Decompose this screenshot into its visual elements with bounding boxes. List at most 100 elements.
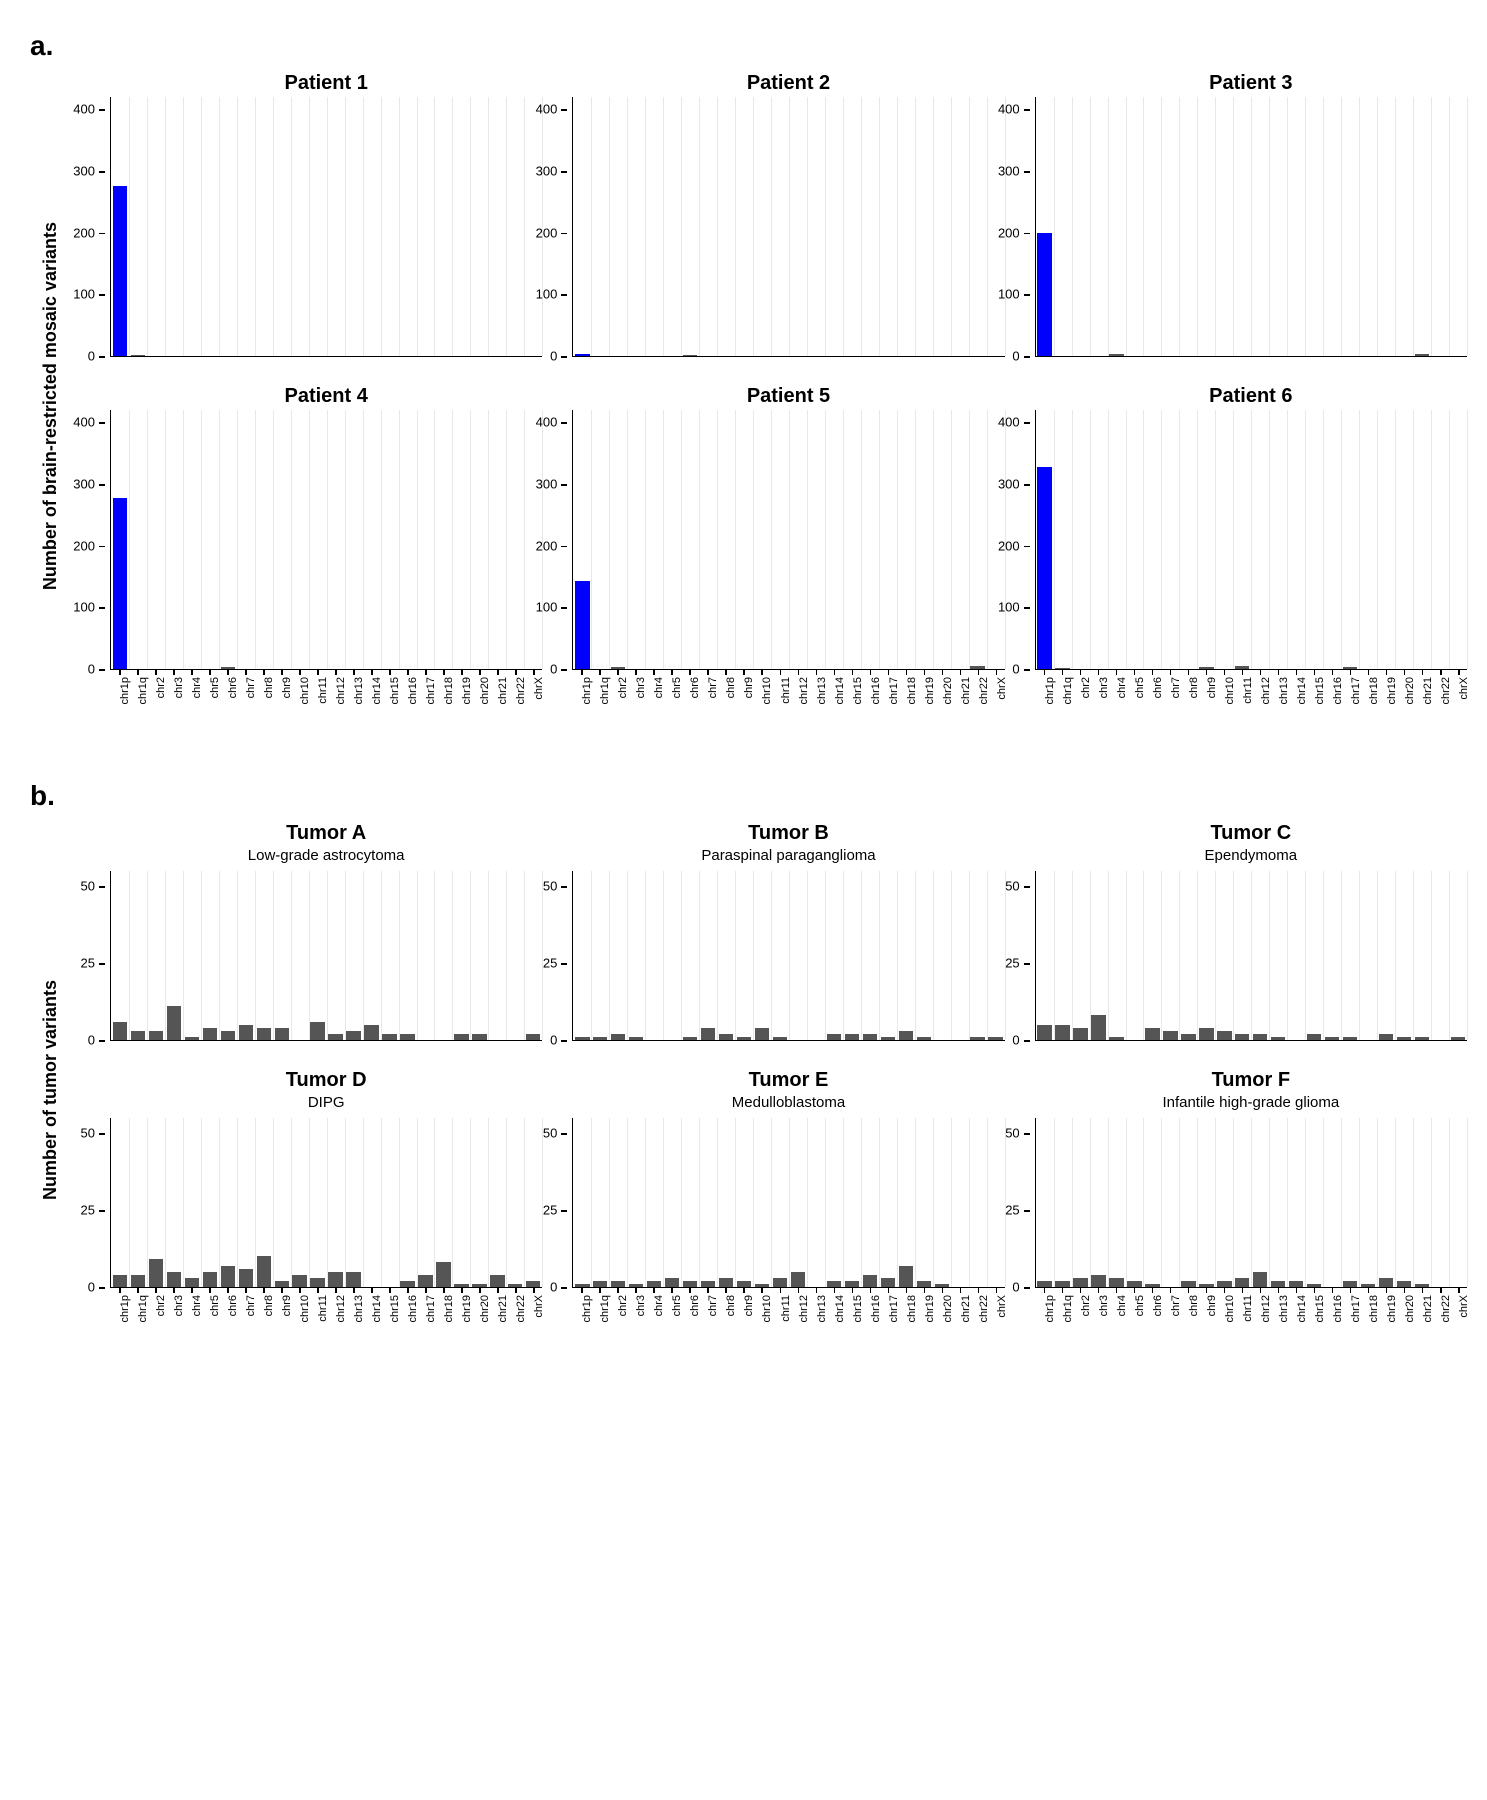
y-tick bbox=[561, 109, 567, 111]
bar bbox=[755, 1284, 769, 1287]
bar bbox=[1109, 1278, 1123, 1287]
bar-slot bbox=[1179, 97, 1197, 356]
chart-subtitle: Paraspinal paraganglioma bbox=[701, 847, 875, 865]
x-tick-slot: chr18 bbox=[434, 1288, 452, 1358]
x-tick bbox=[299, 1288, 301, 1293]
chart-cell: Patient 10100200300400 bbox=[110, 72, 542, 365]
bar-slot bbox=[1126, 871, 1144, 1040]
bar-slot bbox=[255, 410, 273, 669]
bar-slot bbox=[1161, 871, 1179, 1040]
bar-slot bbox=[825, 1118, 843, 1287]
y-tick-label: 400 bbox=[998, 415, 1020, 430]
x-tick-slot bbox=[734, 357, 752, 365]
bar-slot bbox=[273, 97, 291, 356]
bar-slot bbox=[735, 410, 753, 669]
x-tick-slot: chr5 bbox=[200, 670, 218, 740]
bar-slot bbox=[1197, 410, 1215, 669]
x-tick bbox=[798, 670, 800, 675]
x-tick bbox=[1152, 1288, 1154, 1293]
bar-slot bbox=[699, 871, 717, 1040]
x-tick-slot: chr1q bbox=[1053, 670, 1071, 740]
x-tick-slot: chr12 bbox=[326, 1288, 344, 1358]
y-tick-label: 200 bbox=[536, 225, 558, 240]
x-tick-slot bbox=[452, 357, 470, 365]
y-tick-label: 100 bbox=[73, 600, 95, 615]
bar-slot bbox=[1233, 410, 1251, 669]
chart-cell: Tumor FInfantile high-grade glioma02550c… bbox=[1035, 1069, 1467, 1358]
x-tick-slot bbox=[524, 1041, 542, 1049]
x-tick-slot: chr7 bbox=[1161, 670, 1179, 740]
x-tick-slot: chr1q bbox=[1053, 1288, 1071, 1358]
x-tick-slot bbox=[1071, 357, 1089, 365]
bar-slot bbox=[789, 410, 807, 669]
bar bbox=[899, 1031, 913, 1040]
x-tick-slot bbox=[644, 357, 662, 365]
bar-slot bbox=[201, 410, 219, 669]
x-tick-slot: chr10 bbox=[1215, 670, 1233, 740]
y-tick-label: 0 bbox=[88, 662, 95, 677]
x-tick bbox=[1062, 670, 1064, 675]
x-tick bbox=[1422, 670, 1424, 675]
x-tick-slot: chr15 bbox=[843, 670, 861, 740]
x-tick-slot bbox=[452, 1041, 470, 1049]
x-tick-slot bbox=[254, 357, 272, 365]
x-tick-slot: chr2 bbox=[146, 1288, 164, 1358]
x-tick-slot: chr5 bbox=[1125, 670, 1143, 740]
x-tick bbox=[137, 1288, 139, 1293]
x-tick-slot: chr14 bbox=[362, 670, 380, 740]
bar-slot bbox=[345, 1118, 363, 1287]
bar bbox=[737, 1281, 751, 1287]
x-tick-slot bbox=[236, 357, 254, 365]
bar-slot bbox=[1359, 97, 1377, 356]
bar-slot bbox=[897, 410, 915, 669]
chart-cell: Tumor DDIPG02550chr1pchr1qchr2chr3chr4ch… bbox=[110, 1069, 542, 1358]
y-tick-label: 25 bbox=[543, 1203, 557, 1218]
x-tick-slot: chr16 bbox=[861, 670, 879, 740]
bar-slot bbox=[1431, 410, 1449, 669]
x-tick-slot bbox=[1215, 1041, 1233, 1049]
bar-slot bbox=[645, 1118, 663, 1287]
x-tick bbox=[1404, 1288, 1406, 1293]
x-tick-slot: chr17 bbox=[416, 670, 434, 740]
x-tick-slot: chrX bbox=[1449, 670, 1467, 740]
bar-slot bbox=[219, 1118, 237, 1287]
x-tick bbox=[389, 670, 391, 675]
bar-slot bbox=[1323, 871, 1341, 1040]
bar bbox=[970, 666, 984, 669]
plot-inner: 02550 bbox=[110, 1118, 542, 1288]
bar-slot bbox=[452, 410, 470, 669]
x-tick-slot: chr21 bbox=[488, 1288, 506, 1358]
x-tick-slot: chr8 bbox=[716, 1288, 734, 1358]
plot-area: 02550 bbox=[1035, 871, 1467, 1049]
x-tick bbox=[1188, 1288, 1190, 1293]
x-tick-slot bbox=[218, 357, 236, 365]
bar-slot bbox=[452, 871, 470, 1040]
chart-title: Tumor E bbox=[749, 1069, 829, 1092]
x-tick-slot: chr20 bbox=[1395, 670, 1413, 740]
x-tick-slot: chr21 bbox=[951, 1288, 969, 1358]
bar-slot bbox=[1108, 871, 1126, 1040]
y-axis-label: Number of brain-restricted mosaic varian… bbox=[40, 222, 61, 590]
bar bbox=[1343, 1281, 1357, 1287]
chart-title: Tumor A bbox=[286, 822, 366, 845]
bar-slot bbox=[573, 97, 591, 356]
y-tick bbox=[99, 356, 105, 358]
bar-slot bbox=[434, 1118, 452, 1287]
x-tick-slot bbox=[290, 357, 308, 365]
x-tick bbox=[852, 1288, 854, 1293]
x-tick bbox=[263, 1288, 265, 1293]
y-tick bbox=[561, 171, 567, 173]
x-tick-slot: chrX bbox=[524, 670, 542, 740]
bar-slot bbox=[825, 97, 843, 356]
x-tick-slot bbox=[326, 357, 344, 365]
bar-slot bbox=[273, 871, 291, 1040]
bar-slot bbox=[1269, 410, 1287, 669]
y-tick-label: 100 bbox=[998, 287, 1020, 302]
bar bbox=[719, 1278, 733, 1287]
y-tick bbox=[561, 1287, 567, 1289]
x-tick bbox=[924, 1288, 926, 1293]
x-tick bbox=[335, 1288, 337, 1293]
y-tick-label: 25 bbox=[81, 956, 95, 971]
x-tick bbox=[960, 670, 962, 675]
bar-slot bbox=[183, 97, 201, 356]
